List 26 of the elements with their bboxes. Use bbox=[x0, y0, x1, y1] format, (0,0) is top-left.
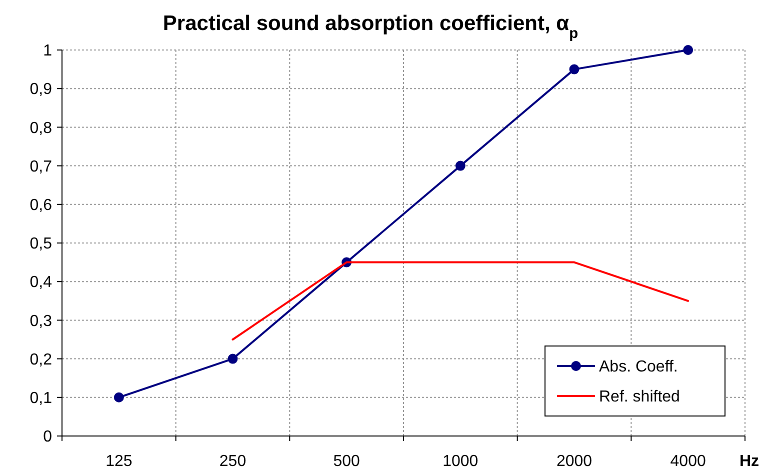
x-tick-label: 1000 bbox=[442, 453, 478, 470]
y-tick-label: 1 bbox=[43, 42, 52, 60]
y-tick-label: 0,6 bbox=[30, 197, 52, 214]
y-tick-label: 0,2 bbox=[30, 351, 52, 368]
point bbox=[683, 45, 694, 55]
y-tick-label: 0,7 bbox=[30, 158, 52, 176]
x-tick-label: 125 bbox=[106, 453, 132, 470]
point bbox=[455, 160, 466, 171]
point bbox=[228, 354, 238, 364]
y-tick-label: 0,4 bbox=[30, 274, 52, 292]
y-tick-label: 0,3 bbox=[30, 312, 52, 330]
x-tick-label: 2000 bbox=[556, 453, 592, 470]
chart-title: Practical sound absorption coefficient, α$_{p}$ bbox=[162, 12, 578, 42]
x-tick-label: 500 bbox=[333, 453, 360, 470]
x-tick-label: 250 bbox=[219, 453, 246, 470]
legend-label: Ref. shifted bbox=[599, 388, 680, 406]
y-tick-label: 0,9 bbox=[30, 81, 52, 98]
y-tick-label: 0,1 bbox=[30, 390, 52, 407]
point bbox=[114, 392, 124, 402]
point bbox=[569, 64, 580, 74]
y-tick-label: 0 bbox=[43, 428, 52, 446]
x-tick-label: 4000 bbox=[670, 453, 706, 470]
x-axis-title: Hz bbox=[739, 453, 759, 470]
y-tick-label: 0,5 bbox=[30, 236, 52, 253]
legend-label: Abs. Coeff. bbox=[599, 358, 678, 376]
y-tick-label: 0,8 bbox=[30, 120, 52, 137]
